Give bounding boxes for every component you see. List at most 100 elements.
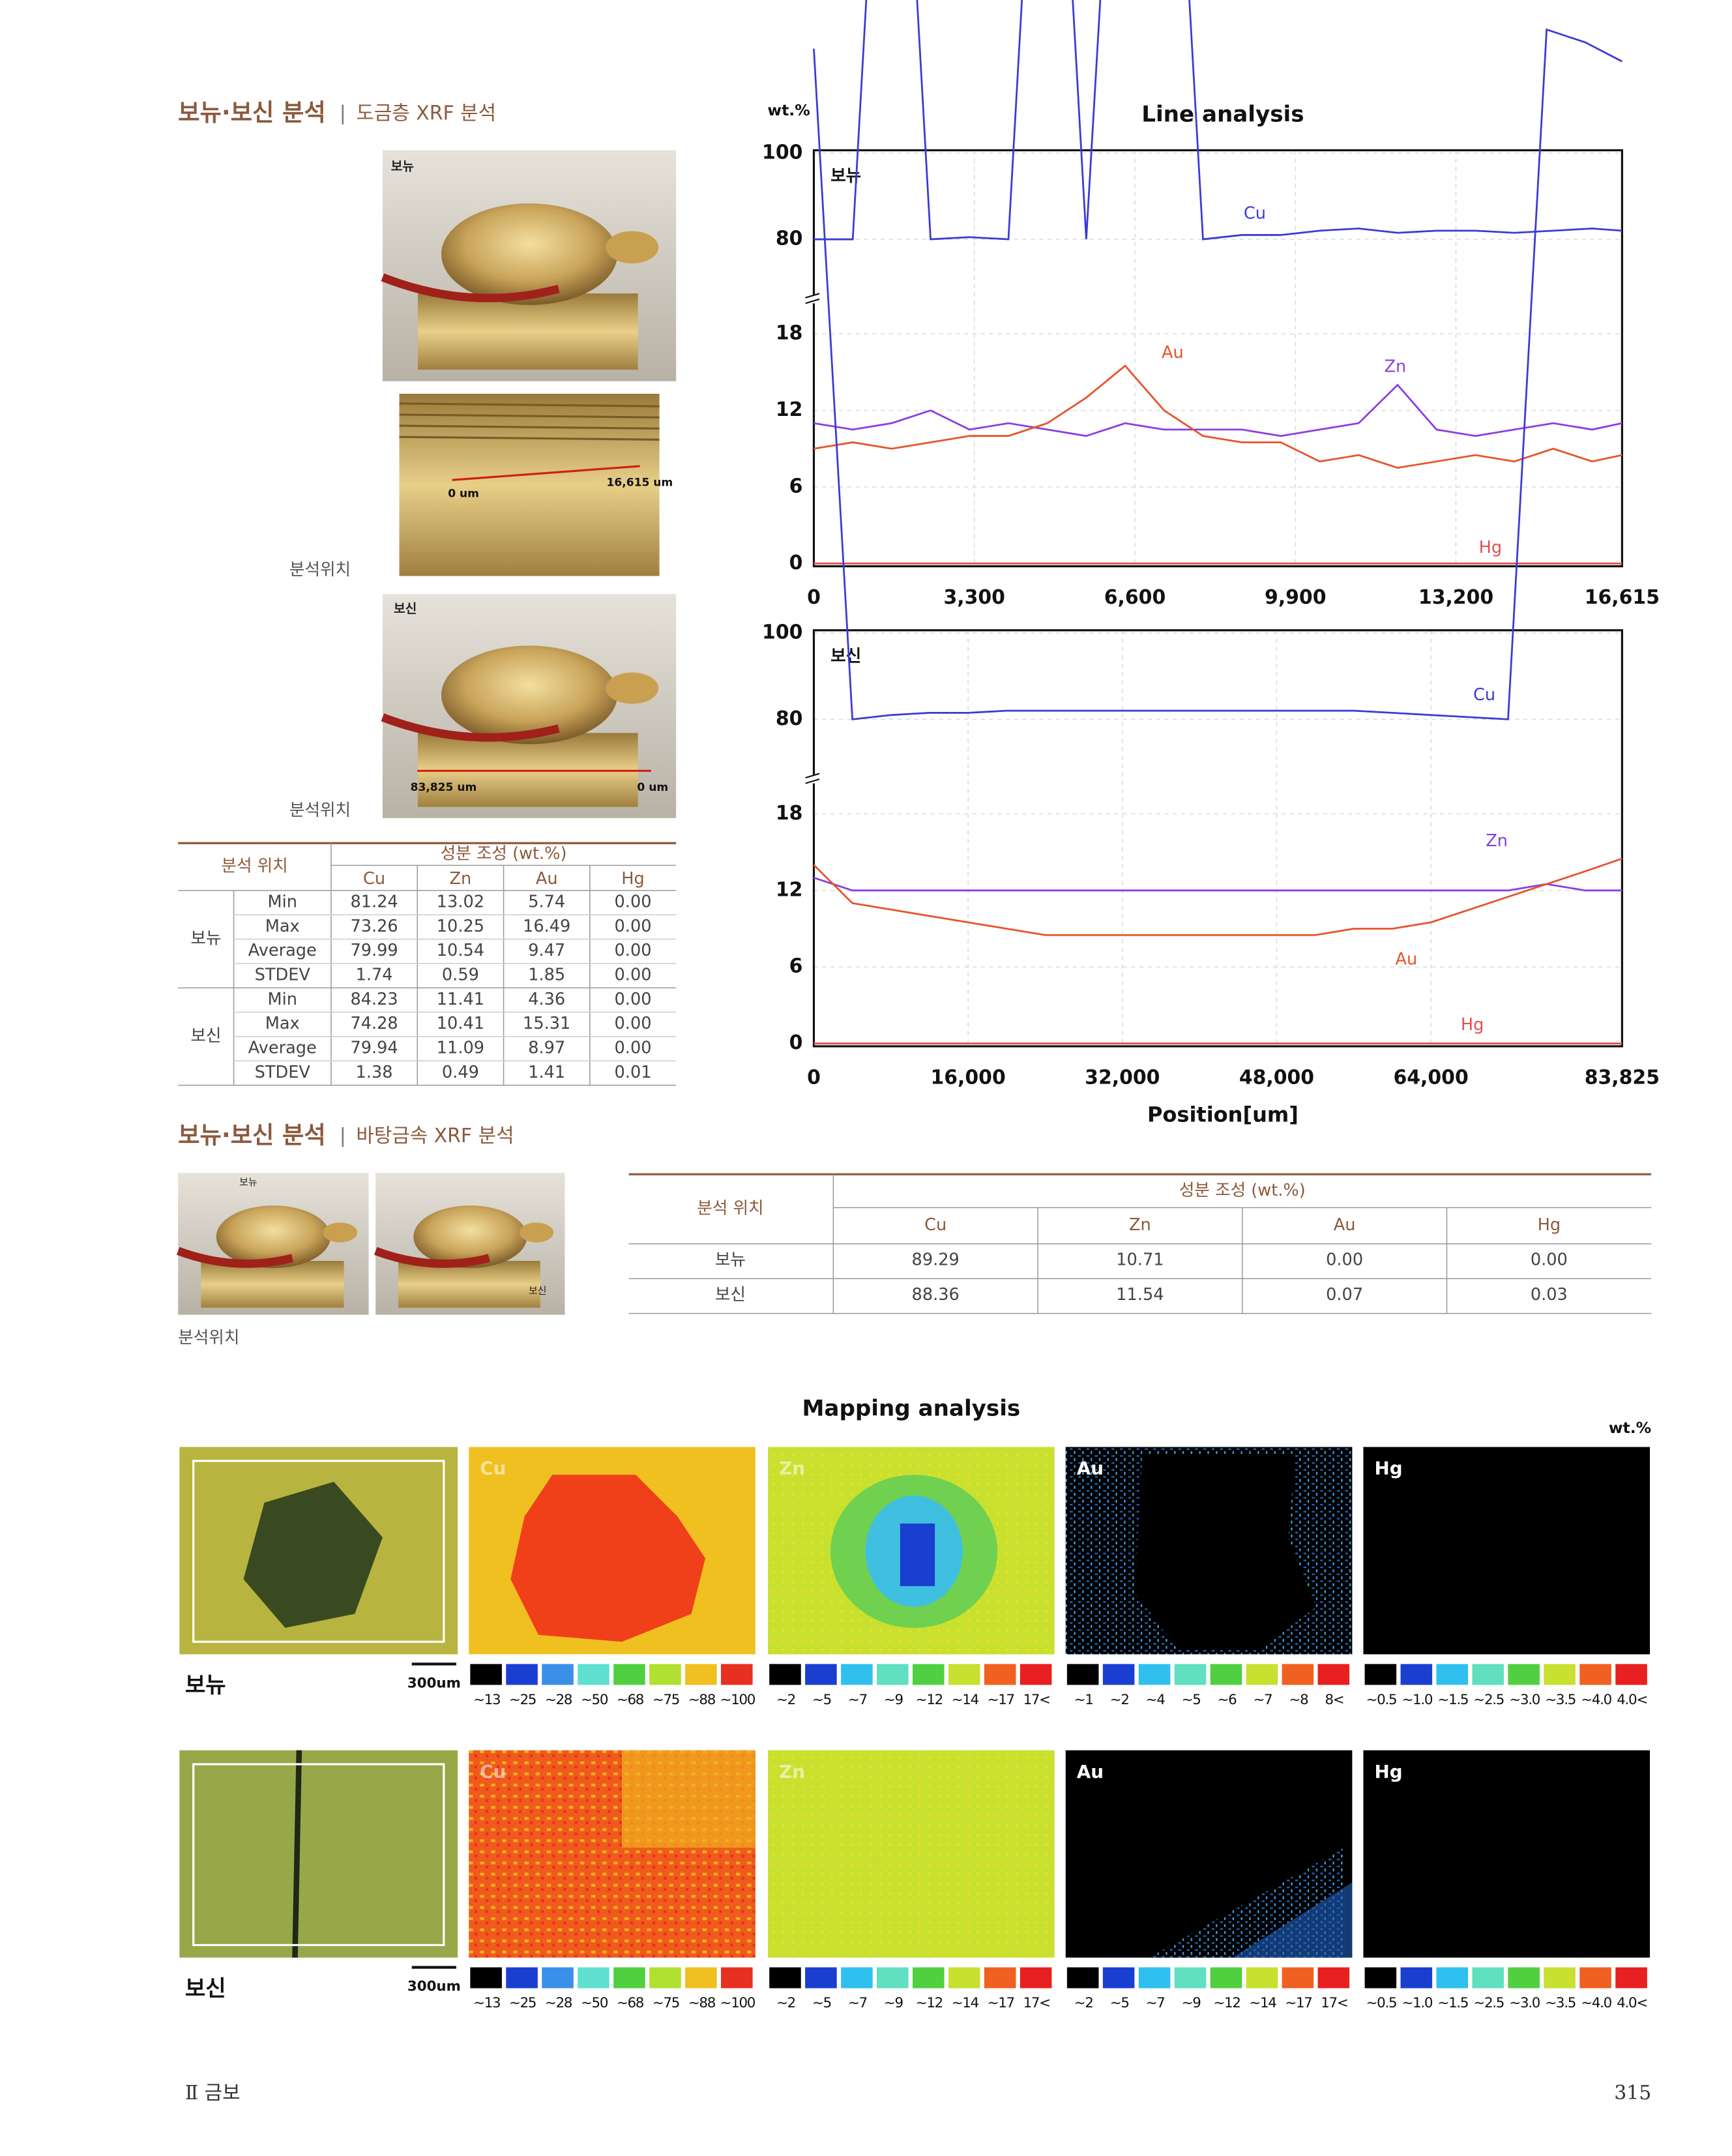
x-tick-label: 3,300 xyxy=(944,586,1005,609)
x-tick-label: 64,000 xyxy=(1394,1066,1469,1089)
y-tick-label: 0 xyxy=(789,552,803,574)
row-label: 보뉴 xyxy=(185,1672,226,1698)
table-cell: 13.02 xyxy=(437,892,484,911)
legend-swatch xyxy=(948,1664,980,1685)
table-cell: 8.97 xyxy=(528,1039,565,1058)
legend-swatch xyxy=(1020,1967,1052,1988)
legend-swatch xyxy=(1282,1664,1314,1685)
footer-section: Ⅱ 금보 xyxy=(185,2082,241,2104)
legend-label: ~28 xyxy=(545,1692,572,1708)
legend-label: 4.0< xyxy=(1617,1692,1647,1708)
legend-swatch xyxy=(506,1664,538,1685)
legend-label: ~13 xyxy=(473,1692,500,1708)
legend-swatch xyxy=(1246,1967,1278,1988)
legend-label: ~1.5 xyxy=(1437,1995,1468,2011)
legend-swatch xyxy=(1472,1664,1504,1685)
legend-swatch xyxy=(877,1967,909,1988)
photo xyxy=(399,393,660,576)
legend-swatch xyxy=(1400,1664,1433,1685)
legend-swatch xyxy=(1282,1967,1314,1988)
legend-label: ~17 xyxy=(988,1995,1014,2011)
map-region xyxy=(621,1750,756,1848)
table-cell: 0.00 xyxy=(615,1039,652,1058)
x-tick-label: 48,000 xyxy=(1239,1066,1314,1089)
table-cell: STDEV xyxy=(255,966,311,985)
y-tick-label: 0 xyxy=(789,1031,803,1054)
table-cell: 81.24 xyxy=(350,892,398,911)
series-label: Zn xyxy=(1486,831,1508,851)
photo-groove xyxy=(399,424,660,430)
data-line xyxy=(813,28,1623,720)
table-cell: 보신 xyxy=(715,1285,746,1305)
legend-label: ~12 xyxy=(916,1995,943,2011)
panel-label: 보신 xyxy=(830,646,861,666)
legend-label: ~5 xyxy=(1182,1692,1201,1708)
legend-swatch xyxy=(984,1967,1016,1988)
table-cell: 10.25 xyxy=(437,917,484,936)
legend-swatch xyxy=(1508,1967,1540,1988)
section-title: 보뉴·보신 분석 xyxy=(178,1121,326,1149)
series-label: Zn xyxy=(1384,357,1406,376)
y-tick-label: 6 xyxy=(789,955,803,978)
y-tick-label: 18 xyxy=(776,322,803,345)
legend-label: ~7 xyxy=(848,1995,867,2011)
photo-base xyxy=(201,1261,344,1308)
legend-swatch xyxy=(613,1664,645,1685)
photo-base xyxy=(398,1261,540,1308)
photo-shell xyxy=(413,1205,527,1268)
legend-swatch xyxy=(1436,1967,1469,1988)
x-tick-label: 6,600 xyxy=(1104,586,1166,609)
micrograph xyxy=(179,1750,458,1958)
micrograph-frame xyxy=(192,1763,445,1947)
table-cell: 5.74 xyxy=(528,892,565,911)
legend-swatch xyxy=(542,1664,574,1685)
legend-swatch xyxy=(1102,1967,1135,1988)
table-cell: 0.00 xyxy=(1531,1250,1568,1269)
y-axis-label: wt.% xyxy=(767,101,810,119)
legend-label: ~68 xyxy=(617,1995,644,2011)
table-cell: 보뉴 xyxy=(190,929,221,949)
map-element: Au xyxy=(1077,1458,1104,1479)
photo-label: 보뉴 xyxy=(391,159,414,174)
table-header: Au xyxy=(536,869,558,889)
table-cell: 79.99 xyxy=(350,941,398,960)
legend-swatch xyxy=(805,1664,837,1685)
table-cell: 10.41 xyxy=(437,1014,484,1033)
legend-swatch xyxy=(984,1664,1016,1685)
table-cell: Average xyxy=(248,1039,317,1058)
legend-label: ~7 xyxy=(1254,1692,1272,1708)
row-label: 보신 xyxy=(185,1975,226,2001)
legend-swatch xyxy=(1472,1967,1504,1988)
axis-break xyxy=(805,298,820,304)
legend-swatch xyxy=(721,1664,753,1685)
series-label: Au xyxy=(1162,343,1184,362)
micrograph-region xyxy=(243,1481,383,1628)
plot-frame xyxy=(812,149,1623,568)
legend-swatch xyxy=(1615,1967,1647,1988)
legend-label: ~75 xyxy=(653,1692,679,1708)
legend-label: 17< xyxy=(1023,1692,1050,1708)
y-tick-label: 12 xyxy=(776,398,803,421)
legend-swatch xyxy=(1138,1967,1171,1988)
table-cell: Max xyxy=(265,1014,300,1033)
photo-cord xyxy=(374,1247,490,1268)
section-subtitle: 바탕금속 XRF 분석 xyxy=(356,1125,514,1147)
legend-swatch xyxy=(1436,1664,1469,1685)
map-region xyxy=(510,1475,706,1642)
legend-label: ~68 xyxy=(617,1692,644,1708)
legend-label: ~28 xyxy=(545,1995,572,2011)
table-cell: 0.07 xyxy=(1326,1285,1363,1305)
table-header: Zn xyxy=(1129,1215,1151,1235)
table-cell: 1.38 xyxy=(356,1063,393,1082)
legend-label: ~5 xyxy=(812,1995,831,2011)
legend-label: ~4.0 xyxy=(1581,1995,1611,2011)
legend-label: ~4.0 xyxy=(1581,1692,1611,1708)
micrograph-frame xyxy=(192,1460,445,1643)
table-cell: 1.74 xyxy=(356,966,393,985)
caption: 분석위치 xyxy=(178,1328,239,1348)
table-cell: 89.29 xyxy=(912,1250,960,1269)
photo-label: 보신 xyxy=(529,1284,546,1296)
table-cell: 79.94 xyxy=(350,1039,398,1058)
legend-swatch xyxy=(649,1664,681,1685)
table-cell: Max xyxy=(265,917,300,936)
